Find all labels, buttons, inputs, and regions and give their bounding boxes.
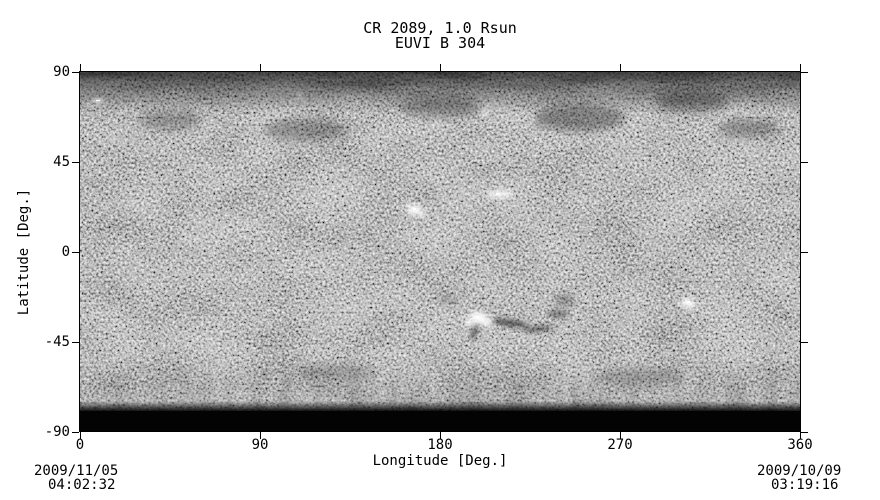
- obs-time-left: 04:02:32: [48, 477, 116, 493]
- obs-time-right: 03:19:16: [771, 477, 839, 493]
- y-tick-label-3: -45: [44, 334, 70, 350]
- obs-date-right: 2009/10/09: [757, 463, 842, 479]
- y-tick-mark-right: [801, 432, 808, 433]
- x-tick-mark-top: [440, 64, 441, 71]
- plot-frame: [79, 71, 801, 432]
- y-tick-label-0: 90: [53, 64, 70, 80]
- chart-title-line2: EUVI B 304: [394, 34, 486, 52]
- x-tick-mark-top: [260, 64, 261, 71]
- y-tick-mark-right: [801, 72, 808, 73]
- y-tick-mark-left: [72, 162, 79, 163]
- y-tick-mark-left: [72, 252, 79, 253]
- y-tick-mark-left: [72, 342, 79, 343]
- y-tick-mark-right: [801, 342, 808, 343]
- x-tick-mark-top: [620, 64, 621, 71]
- y-tick-label-1: 45: [53, 154, 70, 170]
- y-tick-label-2: 0: [61, 244, 70, 260]
- euv-synoptic-map-image: [80, 72, 800, 431]
- y-tick-label-4: -90: [44, 424, 70, 440]
- x-tick-mark-bottom: [800, 432, 801, 439]
- y-tick-mark-left: [72, 432, 79, 433]
- x-tick-mark-bottom: [260, 432, 261, 439]
- x-tick-label-0: 0: [75, 437, 85, 453]
- x-tick-mark-top: [800, 64, 801, 71]
- x-tick-mark-bottom: [620, 432, 621, 439]
- x-tick-mark-bottom: [440, 432, 441, 439]
- chart-title-line1: CR 2089, 1.0 Rsun: [363, 19, 517, 37]
- y-axis-label: Latitude [Deg.]: [16, 188, 32, 316]
- y-tick-mark-left: [72, 72, 79, 73]
- y-tick-mark-right: [801, 162, 808, 163]
- x-tick-mark-top: [80, 64, 81, 71]
- x-tick-label-4: 360: [787, 437, 813, 453]
- x-tick-mark-bottom: [80, 432, 81, 439]
- obs-date-left: 2009/11/05: [34, 463, 119, 479]
- x-tick-label-3: 270: [607, 437, 633, 453]
- y-tick-mark-right: [801, 252, 808, 253]
- x-axis-label: Longitude [Deg.]: [372, 453, 508, 469]
- x-tick-label-1: 90: [251, 437, 269, 453]
- chart-title: CR 2089, 1.0 Rsun EUVI B 304: [0, 21, 880, 51]
- x-tick-label-2: 180: [427, 437, 453, 453]
